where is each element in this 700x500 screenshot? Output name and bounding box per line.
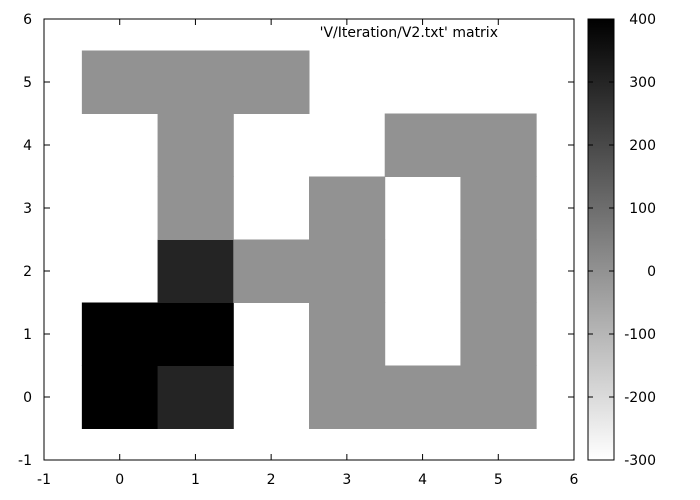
heatmap-cell: [81, 50, 159, 114]
colorbar-tick-label: 0: [647, 264, 656, 280]
heatmap-cell: [233, 50, 310, 114]
heatmap-cell: [384, 113, 461, 177]
colorbar-tick-label: 200: [629, 138, 656, 154]
colorbar: [587, 18, 615, 461]
colorbar-tick-label: 300: [629, 75, 656, 91]
colorbar-tick-label: -200: [624, 390, 656, 406]
colorbar-tick-labels: -300 -200 -100 0 100 200 300 400: [624, 12, 656, 469]
chart-title: 'V/Iteration/V2.txt' matrix: [320, 25, 498, 41]
colorbar-tick-label: -300: [624, 453, 656, 469]
y-tick-label: 5: [23, 75, 32, 91]
y-tick-label: 6: [23, 12, 32, 28]
y-tick-label: -1: [18, 453, 32, 469]
heatmap-cell: [157, 239, 234, 303]
axis-ticks: [43, 18, 575, 461]
heatmap-cell: [233, 239, 310, 303]
y-tick-label: 0: [23, 390, 32, 406]
heatmap-cell: [157, 302, 234, 366]
x-tick-label: 2: [267, 472, 276, 488]
heatmap-cell: [157, 50, 234, 114]
x-tick-label: 4: [418, 472, 427, 488]
colorbar-ticks: [588, 18, 614, 461]
heatmap-cell: [81, 302, 159, 366]
heatmap-cell: [460, 302, 537, 366]
colorbar-tick-label: 400: [629, 12, 656, 28]
plot-border: [43, 18, 575, 461]
y-tick-label: 4: [23, 138, 32, 154]
heatmap-cell: [81, 365, 159, 429]
y-tick-labels: -1 0 1 2 3 4 5 6: [18, 12, 32, 469]
heatmap-cell: [460, 365, 537, 429]
heatmap-cell: [460, 176, 537, 240]
colorbar-tick-label: -100: [624, 327, 656, 343]
x-tick-label: -1: [37, 472, 51, 488]
heatmap-cell: [309, 302, 386, 366]
x-tick-label: 6: [570, 472, 579, 488]
heatmap-cell: [309, 239, 386, 303]
x-tick-label: 5: [494, 472, 503, 488]
heatmap-cell: [309, 176, 386, 240]
x-tick-label: 0: [115, 472, 124, 488]
y-tick-label: 3: [23, 201, 32, 217]
heatmap-cell: [157, 113, 234, 177]
heatmap-cell: [384, 365, 461, 429]
heatmap-cell: [460, 239, 537, 303]
heatmap-cells: [81, 50, 537, 429]
heatmap-cell: [157, 365, 234, 429]
colorbar-tick-label: 100: [629, 201, 656, 217]
heatmap-cell: [157, 176, 234, 240]
y-tick-label: 1: [23, 327, 32, 343]
x-tick-label: 3: [342, 472, 351, 488]
x-tick-label: 1: [191, 472, 200, 488]
heatmap-cell: [309, 365, 386, 429]
y-tick-label: 2: [23, 264, 32, 280]
x-tick-labels: -1 0 1 2 3 4 5 6: [37, 472, 579, 488]
heatmap-cell: [460, 113, 537, 177]
